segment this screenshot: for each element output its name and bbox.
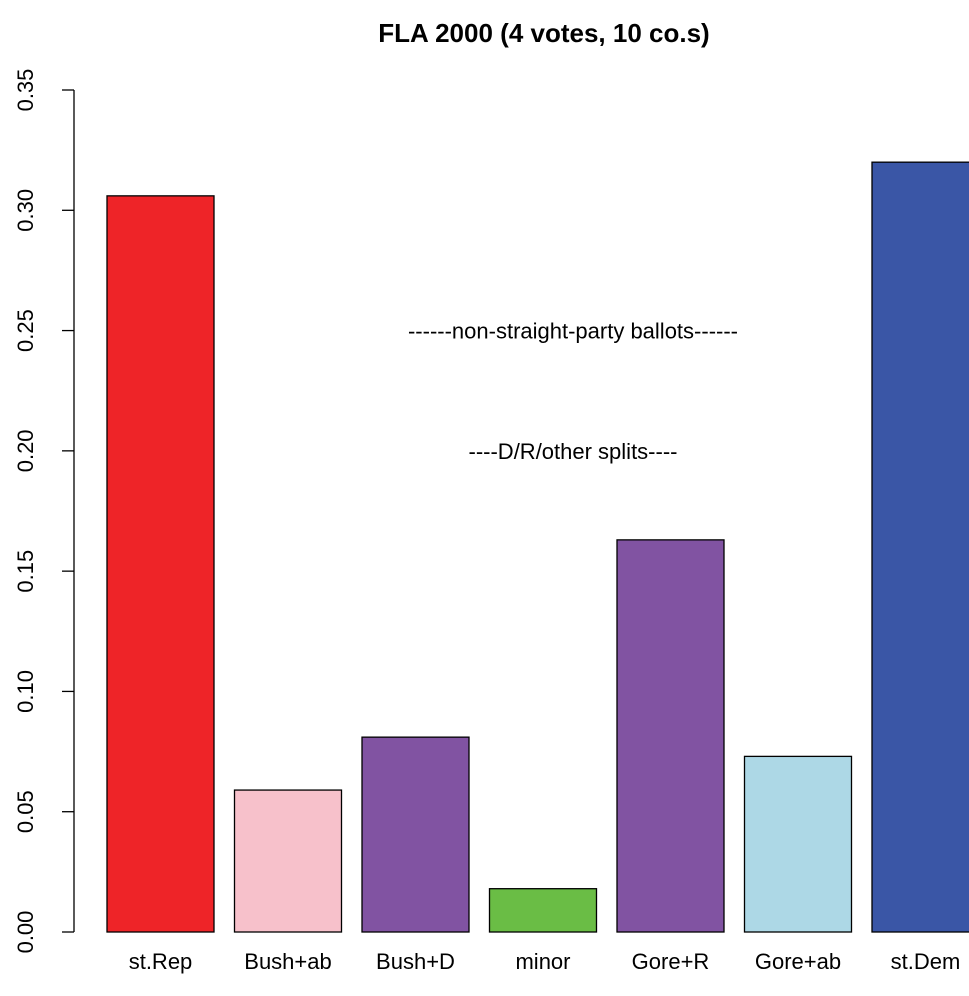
bar-bush-d [361, 736, 470, 933]
y-tick-label: 0.15 [13, 550, 38, 593]
annotation-text: ----D/R/other splits---- [469, 439, 678, 464]
y-tick-label: 0.10 [13, 670, 38, 713]
x-tick-label: minor [515, 949, 570, 974]
bar-gore-r [616, 539, 725, 933]
chart-title: FLA 2000 (4 votes, 10 co.s) [378, 18, 709, 48]
y-tick-label: 0.05 [13, 790, 38, 833]
y-tick-label: 0.30 [13, 189, 38, 232]
x-tick-label: Bush+ab [244, 949, 331, 974]
x-tick-label: Gore+ab [755, 949, 841, 974]
x-tick-label: Bush+D [376, 949, 455, 974]
y-axis: 0.00 0.05 0.10 0.15 0.20 0.25 0.30 0.35 [13, 69, 75, 954]
bar-st-dem [871, 161, 969, 933]
y-tick-label: 0.35 [13, 69, 38, 112]
x-tick-label: st.Rep [129, 949, 193, 974]
bar-minor [488, 888, 598, 933]
x-tick-label: Gore+R [632, 949, 710, 974]
y-tick-label: 0.20 [13, 429, 38, 472]
bars [106, 161, 969, 933]
y-tick-label: 0.25 [13, 309, 38, 352]
annotations: ------non-straight-party ballots------ --… [408, 319, 738, 464]
x-axis-labels: st.Rep Bush+ab Bush+D minor Gore+R Gore+ab st.… [129, 949, 961, 974]
bar-bush-ab [233, 789, 343, 933]
y-tick-label: 0.00 [13, 911, 38, 954]
bar-gore-ab [743, 755, 853, 933]
annotation-text: ------non-straight-party ballots------ [408, 319, 738, 344]
bar-st-rep [106, 195, 215, 933]
x-tick-label: st.Dem [891, 949, 961, 974]
